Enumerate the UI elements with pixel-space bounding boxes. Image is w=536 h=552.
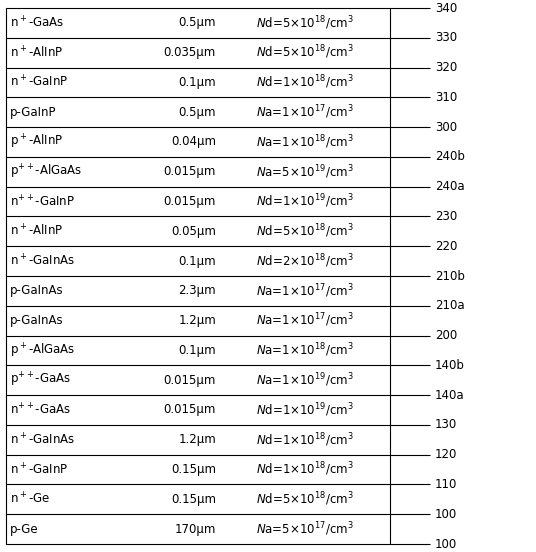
Text: 0.1μm: 0.1μm <box>178 76 216 89</box>
Text: $\it{N}$a=1×10$^{17}$/cm$^3$: $\it{N}$a=1×10$^{17}$/cm$^3$ <box>256 312 354 330</box>
Text: $\it{N}$d=5×10$^{18}$/cm$^3$: $\it{N}$d=5×10$^{18}$/cm$^3$ <box>256 222 354 240</box>
Text: p$^+$-AlGaAs: p$^+$-AlGaAs <box>10 341 76 359</box>
Text: n$^+$-GaInAs: n$^+$-GaInAs <box>10 432 75 448</box>
Text: 230: 230 <box>435 210 457 223</box>
Text: $\it{N}$a=1×10$^{17}$/cm$^3$: $\it{N}$a=1×10$^{17}$/cm$^3$ <box>256 282 354 300</box>
Text: n$^+$-GaAs: n$^+$-GaAs <box>10 15 64 30</box>
Text: 140a: 140a <box>435 389 465 402</box>
Text: 0.035μm: 0.035μm <box>164 46 216 59</box>
Text: p-GaInAs: p-GaInAs <box>10 284 64 298</box>
Text: 130: 130 <box>435 418 457 432</box>
Text: 100: 100 <box>435 538 457 550</box>
Text: 320: 320 <box>435 61 457 74</box>
Text: 1.2μm: 1.2μm <box>178 314 216 327</box>
Text: $\it{N}$a=5×10$^{17}$/cm$^3$: $\it{N}$a=5×10$^{17}$/cm$^3$ <box>256 521 354 538</box>
Text: 300: 300 <box>435 120 457 134</box>
Text: p-GaInAs: p-GaInAs <box>10 314 64 327</box>
Text: 0.1μm: 0.1μm <box>178 254 216 268</box>
Text: n$^{++}$-GaInP: n$^{++}$-GaInP <box>10 194 75 209</box>
Text: p-Ge: p-Ge <box>10 523 39 535</box>
Text: 240b: 240b <box>435 150 465 163</box>
Text: 0.15μm: 0.15μm <box>171 463 216 476</box>
Text: 0.5μm: 0.5μm <box>178 106 216 119</box>
Text: 0.04μm: 0.04μm <box>171 135 216 148</box>
Text: 0.015μm: 0.015μm <box>163 165 216 178</box>
Text: 170μm: 170μm <box>175 523 216 535</box>
Text: $\it{N}$d=2×10$^{18}$/cm$^3$: $\it{N}$d=2×10$^{18}$/cm$^3$ <box>256 252 354 270</box>
Text: p$^{++}$-AlGaAs: p$^{++}$-AlGaAs <box>10 163 83 181</box>
Text: $\it{N}$d=5×10$^{18}$/cm$^3$: $\it{N}$d=5×10$^{18}$/cm$^3$ <box>256 44 354 61</box>
Text: p-GaInP: p-GaInP <box>10 106 56 119</box>
Text: n$^{++}$-GaAs: n$^{++}$-GaAs <box>10 402 71 418</box>
Text: 0.015μm: 0.015μm <box>163 404 216 417</box>
Text: p$^{++}$-GaAs: p$^{++}$-GaAs <box>10 371 71 389</box>
Text: 310: 310 <box>435 91 457 104</box>
Text: 140b: 140b <box>435 359 465 372</box>
Text: 0.15μm: 0.15μm <box>171 493 216 506</box>
Text: 110: 110 <box>435 478 457 491</box>
Text: 120: 120 <box>435 448 457 461</box>
Text: 1.2μm: 1.2μm <box>178 433 216 446</box>
Text: 0.015μm: 0.015μm <box>163 374 216 387</box>
Text: $\it{N}$d=5×10$^{18}$/cm$^3$: $\it{N}$d=5×10$^{18}$/cm$^3$ <box>256 14 354 31</box>
Text: $\it{N}$a=1×10$^{19}$/cm$^3$: $\it{N}$a=1×10$^{19}$/cm$^3$ <box>256 371 354 389</box>
Text: $\it{N}$d=1×10$^{18}$/cm$^3$: $\it{N}$d=1×10$^{18}$/cm$^3$ <box>256 461 354 479</box>
Text: n$^+$-GaInAs: n$^+$-GaInAs <box>10 253 75 269</box>
Text: 0.5μm: 0.5μm <box>178 17 216 29</box>
Text: $\it{N}$a=5×10$^{19}$/cm$^3$: $\it{N}$a=5×10$^{19}$/cm$^3$ <box>256 163 354 181</box>
Text: n$^+$-AlInP: n$^+$-AlInP <box>10 224 63 239</box>
Text: 340: 340 <box>435 2 457 14</box>
Text: 330: 330 <box>435 31 457 44</box>
Text: 2.3μm: 2.3μm <box>178 284 216 298</box>
Text: 0.05μm: 0.05μm <box>171 225 216 238</box>
Text: 0.015μm: 0.015μm <box>163 195 216 208</box>
Text: $\it{N}$d=1×10$^{18}$/cm$^3$: $\it{N}$d=1×10$^{18}$/cm$^3$ <box>256 73 354 91</box>
Text: 210a: 210a <box>435 299 465 312</box>
Text: 200: 200 <box>435 329 457 342</box>
Text: $\it{N}$d=5×10$^{18}$/cm$^3$: $\it{N}$d=5×10$^{18}$/cm$^3$ <box>256 491 354 508</box>
Text: $\it{N}$a=1×10$^{18}$/cm$^3$: $\it{N}$a=1×10$^{18}$/cm$^3$ <box>256 342 354 359</box>
Text: n$^+$-GaInP: n$^+$-GaInP <box>10 75 68 90</box>
Text: n$^+$-AlInP: n$^+$-AlInP <box>10 45 63 60</box>
Text: n$^+$-Ge: n$^+$-Ge <box>10 492 50 507</box>
Text: 240a: 240a <box>435 180 465 193</box>
Text: 0.1μm: 0.1μm <box>178 344 216 357</box>
Text: $\it{N}$a=1×10$^{17}$/cm$^3$: $\it{N}$a=1×10$^{17}$/cm$^3$ <box>256 103 354 121</box>
Text: $\it{N}$d=1×10$^{19}$/cm$^3$: $\it{N}$d=1×10$^{19}$/cm$^3$ <box>256 401 354 419</box>
Text: $\it{N}$a=1×10$^{18}$/cm$^3$: $\it{N}$a=1×10$^{18}$/cm$^3$ <box>256 133 354 151</box>
Text: p$^+$-AlInP: p$^+$-AlInP <box>10 133 63 151</box>
Text: $\it{N}$d=1×10$^{18}$/cm$^3$: $\it{N}$d=1×10$^{18}$/cm$^3$ <box>256 431 354 449</box>
Text: $\it{N}$d=1×10$^{19}$/cm$^3$: $\it{N}$d=1×10$^{19}$/cm$^3$ <box>256 193 354 210</box>
Text: n$^+$-GaInP: n$^+$-GaInP <box>10 462 68 477</box>
Text: 220: 220 <box>435 240 457 253</box>
Text: 100: 100 <box>435 508 457 521</box>
Bar <box>6 8 390 544</box>
Text: 210b: 210b <box>435 269 465 283</box>
